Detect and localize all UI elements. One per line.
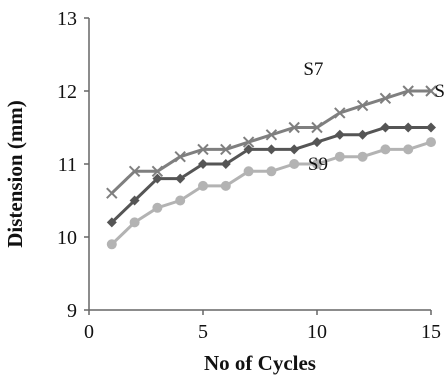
series-label-s9: S9 — [308, 154, 328, 175]
data-point-s8 — [243, 144, 254, 155]
y-axis-title: Distension (mm) — [3, 100, 27, 248]
ticks: 0 5 10 15 9 10 11 12 13 — [57, 8, 441, 343]
data-point-s9 — [266, 166, 277, 177]
series-s8 — [106, 122, 436, 228]
data-point-s7 — [356, 99, 369, 112]
data-point-s7 — [425, 85, 437, 97]
data-point-s8 — [152, 173, 163, 184]
data-point-s8 — [220, 159, 231, 169]
x-tick-label: 5 — [198, 321, 208, 343]
data-point-s8 — [380, 122, 391, 133]
data-point-s9 — [334, 151, 345, 162]
data-point-s9 — [289, 159, 300, 169]
data-point-s8 — [129, 195, 140, 206]
data-point-s9 — [198, 180, 208, 191]
data-point-s7 — [311, 121, 323, 134]
data-point-s7 — [220, 143, 232, 156]
y-tick-label: 9 — [67, 300, 77, 322]
series-line-s9 — [110, 140, 432, 246]
data-point-s8 — [357, 129, 368, 140]
series-label-s7: S7 — [303, 59, 323, 80]
data-point-s8 — [289, 144, 300, 155]
data-point-s8 — [175, 173, 186, 184]
series-layer — [106, 85, 437, 250]
data-point-s8 — [266, 144, 277, 155]
data-point-s7 — [151, 165, 164, 178]
data-point-s7 — [334, 107, 346, 119]
axes — [88, 18, 431, 311]
x-tick-label: 10 — [307, 321, 327, 343]
data-point-s8 — [334, 129, 345, 140]
data-point-s9 — [175, 195, 186, 206]
data-point-s8 — [426, 122, 436, 133]
data-point-s7 — [379, 92, 392, 105]
data-point-s9 — [357, 151, 368, 162]
series-label-s8: S8 — [434, 81, 445, 102]
data-point-s9 — [243, 166, 254, 177]
data-point-s9 — [106, 239, 117, 250]
data-point-s8 — [403, 122, 414, 133]
data-point-s7 — [106, 187, 118, 199]
data-point-s9 — [312, 159, 322, 169]
data-point-s9 — [426, 137, 436, 148]
data-point-s7 — [197, 143, 209, 156]
data-point-s7 — [174, 150, 186, 163]
x-axis-title: No of Cycles — [204, 351, 316, 375]
y-tick-label: 12 — [57, 81, 77, 103]
data-point-s7 — [402, 85, 414, 97]
data-point-s8 — [198, 159, 208, 169]
data-point-s9 — [152, 202, 163, 213]
data-point-s9 — [403, 144, 414, 155]
y-tick-label: 11 — [58, 154, 77, 176]
series-labels: S7 S8 S9 — [303, 59, 445, 175]
data-point-s7 — [288, 121, 300, 134]
data-point-s9 — [129, 217, 140, 228]
series-s7 — [106, 85, 437, 199]
x-tick-label: 15 — [421, 321, 441, 343]
data-point-s7 — [265, 129, 278, 141]
series-s9 — [106, 137, 436, 250]
x-tick-label: 0 — [84, 321, 94, 343]
data-point-s7 — [128, 165, 141, 178]
data-point-s7 — [242, 136, 255, 148]
y-tick-label: 13 — [57, 8, 77, 30]
data-point-s9 — [220, 180, 231, 191]
data-point-s8 — [106, 217, 117, 228]
data-point-s8 — [312, 137, 322, 148]
y-tick-label: 10 — [57, 227, 77, 249]
data-point-s9 — [380, 144, 391, 155]
